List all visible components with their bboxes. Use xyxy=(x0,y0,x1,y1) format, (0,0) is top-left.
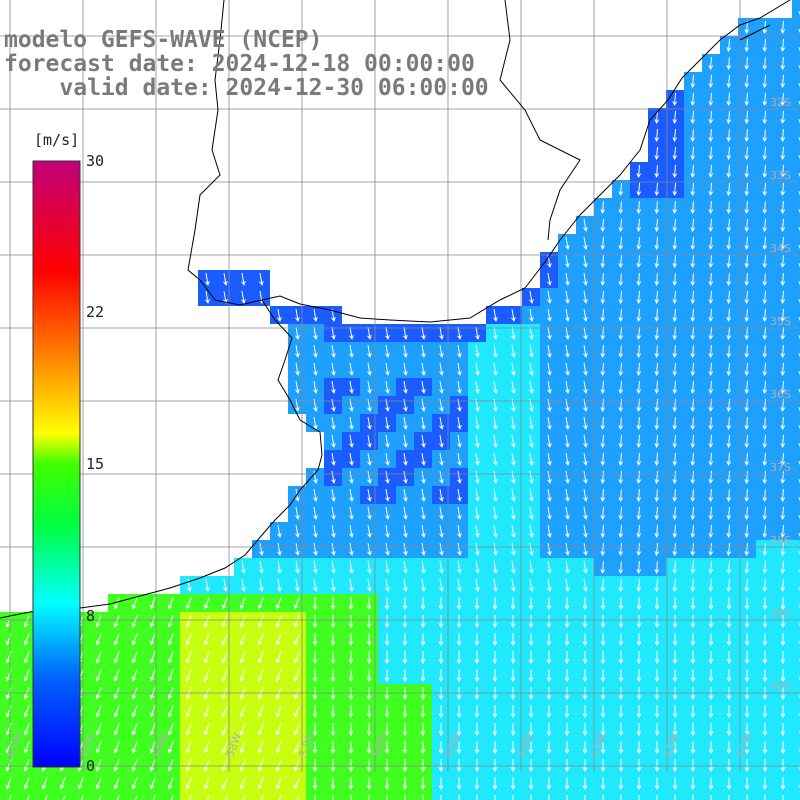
wind-cell xyxy=(792,594,800,612)
colorbar-tick-30: 30 xyxy=(86,152,104,170)
wind-cell xyxy=(792,18,800,36)
wind-cell xyxy=(792,702,800,720)
wind-cell xyxy=(792,162,800,180)
wind-cell xyxy=(792,666,800,684)
wind-cell xyxy=(216,792,234,800)
wind-cell xyxy=(792,144,800,162)
wind-cell xyxy=(792,126,800,144)
wind-cell xyxy=(792,36,800,54)
wind-cell xyxy=(792,558,800,576)
wind-cell xyxy=(792,738,800,756)
wind-cell xyxy=(792,396,800,414)
wind-cell xyxy=(792,72,800,90)
latitude-label: 32S xyxy=(770,96,791,109)
wind-cell xyxy=(792,306,800,324)
wind-cell xyxy=(792,540,800,558)
colorbar-gradient xyxy=(33,161,80,767)
wind-cell xyxy=(270,792,288,800)
wind-cell xyxy=(792,54,800,72)
wind-cell xyxy=(252,792,270,800)
latitude-label: 33S xyxy=(770,169,791,182)
latitude-label: 36S xyxy=(770,388,791,401)
wind-cell xyxy=(792,720,800,738)
wind-cell xyxy=(792,0,800,18)
wind-cell xyxy=(792,216,800,234)
wind-cell xyxy=(792,90,800,108)
wind-cell xyxy=(792,450,800,468)
wind-cell xyxy=(792,774,800,792)
wind-cell xyxy=(792,234,800,252)
wind-cell xyxy=(792,756,800,774)
wind-cell xyxy=(792,360,800,378)
colorbar xyxy=(0,0,120,800)
wind-cell xyxy=(288,792,306,800)
wind-cell xyxy=(792,180,800,198)
wind-cell xyxy=(144,792,162,800)
latitude-label: 38S xyxy=(770,534,791,547)
wind-cell xyxy=(792,630,800,648)
latitude-label: 39S xyxy=(770,607,791,620)
wind-cell xyxy=(234,792,252,800)
wind-cell xyxy=(792,504,800,522)
latitude-label: 35S xyxy=(770,315,791,328)
colorbar-tick-22: 22 xyxy=(86,303,104,321)
wind-cell xyxy=(792,468,800,486)
wind-cell xyxy=(792,792,800,800)
latitude-label: 37S xyxy=(770,461,791,474)
wind-cell xyxy=(792,198,800,216)
wind-cell xyxy=(792,648,800,666)
wind-cell xyxy=(792,414,800,432)
wind-cell xyxy=(126,792,144,800)
wind-cell xyxy=(792,342,800,360)
wind-cell xyxy=(792,324,800,342)
colorbar-tick-15: 15 xyxy=(86,455,104,473)
latitude-label: 40S xyxy=(770,680,791,693)
wind-cell xyxy=(180,792,198,800)
wind-cell xyxy=(792,108,800,126)
wind-cell xyxy=(792,522,800,540)
colorbar-tick-0: 0 xyxy=(86,757,95,775)
wind-cell xyxy=(792,486,800,504)
wind-cell xyxy=(792,612,800,630)
wind-cell xyxy=(792,576,800,594)
wind-cell xyxy=(792,288,800,306)
wind-cell xyxy=(792,432,800,450)
wind-cell xyxy=(792,378,800,396)
wind-cell xyxy=(792,270,800,288)
wind-cell xyxy=(162,792,180,800)
colorbar-unit-label: [m/s] xyxy=(34,131,79,149)
colorbar-tick-8: 8 xyxy=(86,607,95,625)
wind-cell xyxy=(198,792,216,800)
latitude-label: 34S xyxy=(770,242,791,255)
